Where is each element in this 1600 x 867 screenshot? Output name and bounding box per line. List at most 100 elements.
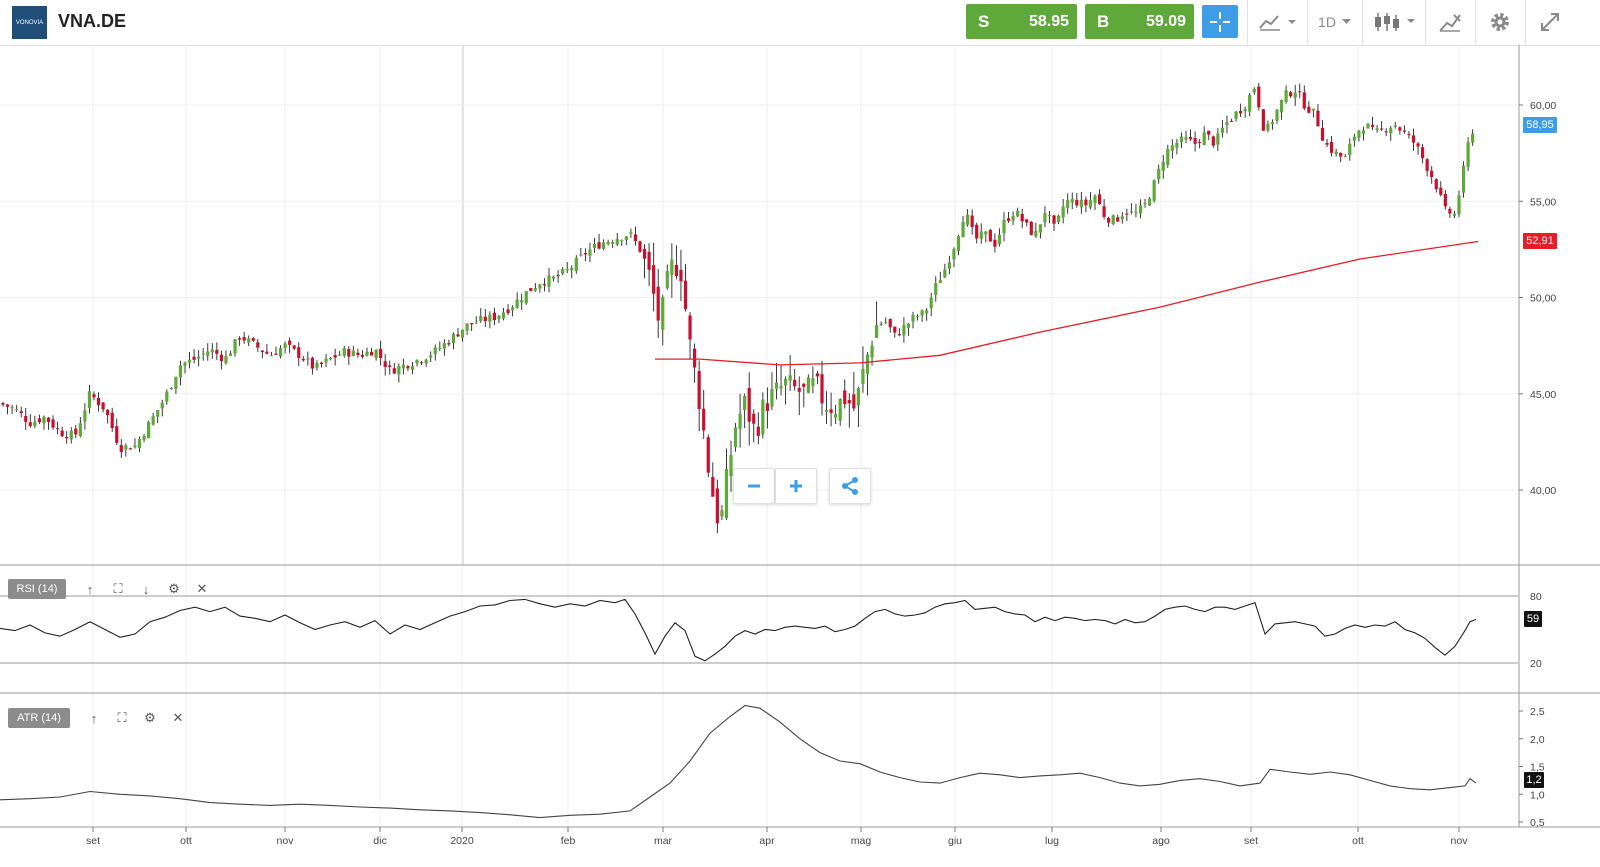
rsi-indicator-label[interactable]: RSI (14)	[8, 579, 66, 599]
candle-body	[547, 275, 551, 287]
candle-style-dropdown[interactable]	[1370, 6, 1420, 38]
maximize-icon[interactable]: ⛶	[117, 710, 127, 725]
candle-body	[187, 359, 192, 363]
ma-value-tag: 52,91	[1523, 233, 1557, 249]
candle-body	[301, 358, 305, 361]
candle-body	[251, 338, 255, 341]
candle-body	[638, 241, 642, 252]
candle-body	[1366, 123, 1370, 129]
candle-body	[1088, 199, 1093, 208]
candle-body	[1034, 230, 1038, 237]
candle-body	[1002, 219, 1006, 234]
close-icon[interactable]: ✕	[172, 710, 184, 725]
candle-body	[556, 275, 560, 277]
candle-body	[561, 268, 565, 274]
candle-body	[1380, 128, 1384, 130]
timeframe-dropdown[interactable]: 1D	[1313, 6, 1357, 38]
candle-body	[1343, 156, 1347, 158]
atr-indicator-label[interactable]: ATR (14)	[8, 708, 70, 728]
gear-icon[interactable]: ⚙	[168, 581, 180, 596]
candle-body	[1466, 142, 1470, 167]
zoom-out-button[interactable]	[733, 468, 775, 504]
candle-body	[956, 236, 961, 251]
candle-body	[870, 345, 874, 358]
candle-body	[1421, 147, 1425, 159]
candle-body	[1311, 108, 1315, 111]
candle-body	[28, 422, 32, 427]
maximize-icon[interactable]: ⛶	[113, 581, 123, 596]
share-button[interactable]	[829, 468, 871, 504]
move-down-icon[interactable]: ↓	[142, 581, 150, 597]
move-up-icon[interactable]: ↑	[90, 710, 98, 726]
candle-body	[1179, 136, 1184, 143]
candle-body	[592, 243, 597, 248]
candle-body	[802, 383, 806, 387]
candle-body	[429, 355, 433, 358]
sell-button[interactable]: S 58.95	[966, 4, 1077, 39]
candle-body	[470, 323, 474, 325]
candle-body	[501, 312, 506, 319]
candle-body	[1248, 95, 1252, 112]
candle-body	[1006, 218, 1011, 221]
candle-body	[369, 351, 374, 356]
candle-body	[1175, 142, 1179, 148]
candle-body	[92, 394, 96, 398]
close-icon[interactable]: ✕	[196, 581, 208, 596]
candle-body	[756, 426, 760, 436]
atr-tick-label: 1,0	[1530, 789, 1545, 801]
plus-icon	[790, 480, 802, 492]
candle-body	[1234, 111, 1238, 119]
candle-body	[1416, 143, 1420, 147]
expand-icon	[1541, 13, 1559, 31]
atr-line	[0, 704, 1477, 819]
candle-body	[915, 316, 920, 318]
candle-body	[1361, 130, 1366, 134]
fullscreen-button[interactable]	[1532, 6, 1568, 38]
candle-body	[615, 238, 619, 245]
candle-body	[602, 242, 606, 249]
candle-body	[533, 288, 537, 291]
candle-body	[647, 251, 651, 270]
candle-body	[1257, 86, 1261, 108]
move-up-icon[interactable]: ↑	[86, 581, 94, 597]
candle-body	[479, 315, 483, 321]
candle-body	[1020, 213, 1024, 222]
candle-body	[278, 348, 283, 357]
candle-body	[952, 249, 956, 260]
candle-body	[51, 419, 55, 428]
candle-body	[338, 354, 342, 356]
buy-button[interactable]: B 59.09	[1085, 4, 1194, 39]
candle-body	[406, 366, 410, 369]
candle-body	[815, 373, 820, 377]
divider	[1362, 0, 1363, 45]
crosshair-button[interactable]	[1202, 5, 1238, 38]
candle-body	[1202, 132, 1206, 146]
chart-type-dropdown[interactable]	[1254, 6, 1302, 38]
candle-body	[128, 448, 132, 450]
sell-label: S	[978, 12, 990, 31]
candle-body	[1152, 180, 1156, 201]
candle-body	[33, 421, 37, 426]
settings-button[interactable]	[1482, 6, 1518, 38]
rsi-panel	[0, 598, 1477, 662]
price-chart[interactable]: 60,0055,0050,0045,0040,0080202,52,01,51,…	[0, 45, 1600, 867]
gear-icon[interactable]: ⚙	[144, 710, 156, 725]
candle-body	[1093, 195, 1097, 203]
candle-body	[1339, 152, 1343, 157]
candle-body	[383, 361, 387, 368]
candle-body	[410, 366, 415, 370]
candle-body	[997, 234, 1002, 245]
candle-body	[579, 254, 583, 256]
drawing-tools-button[interactable]	[1432, 6, 1468, 38]
candle-body	[993, 239, 997, 247]
candle-body	[219, 354, 223, 362]
candle-body	[456, 334, 460, 337]
candle-body	[183, 362, 187, 366]
zoom-in-button[interactable]	[775, 468, 817, 504]
candle-body	[652, 265, 656, 294]
candle-body	[988, 229, 992, 242]
candle-body	[1157, 168, 1161, 180]
candle-body	[283, 343, 287, 349]
candle-body	[1011, 216, 1015, 221]
divider	[1425, 0, 1426, 45]
